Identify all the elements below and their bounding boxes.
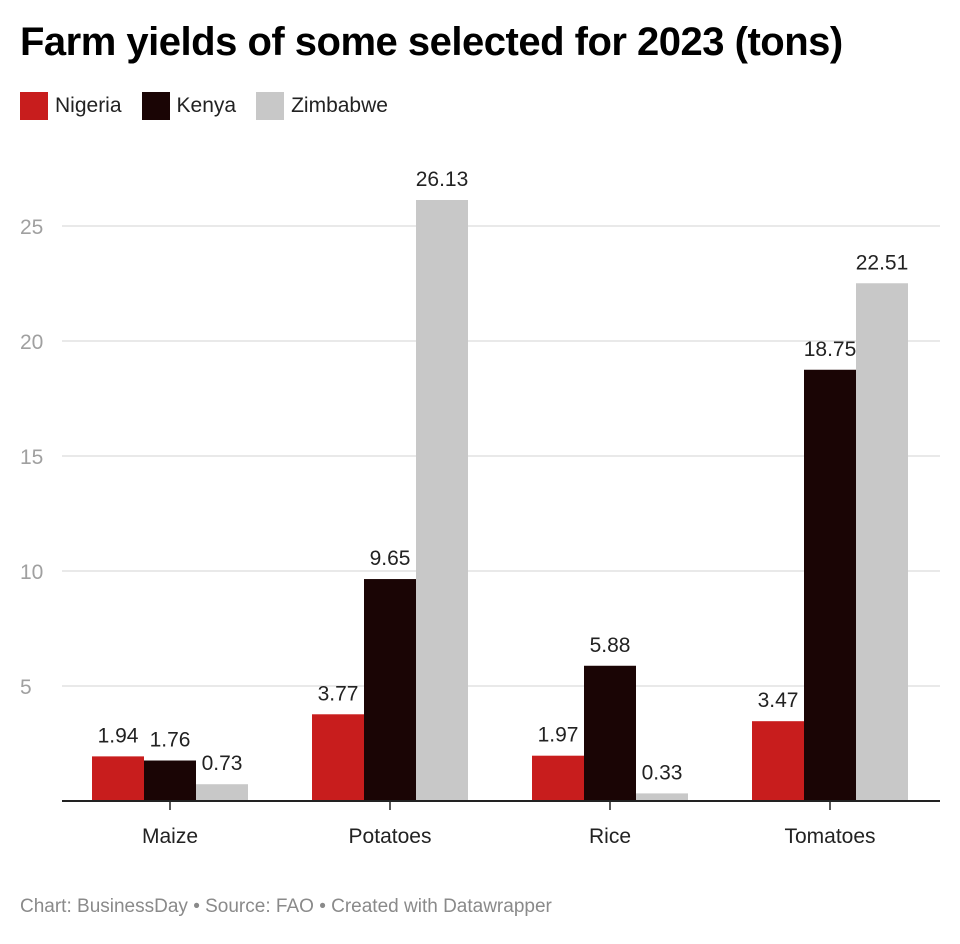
legend-label-nigeria: Nigeria [55,94,122,117]
legend-swatch-zimbabwe [256,92,285,120]
data-label: 18.75 [804,338,857,361]
bar-kenya [144,760,196,801]
footer-separator: • [193,896,200,917]
created-with: Created with Datawrapper [331,896,552,917]
legend-item-zimbabwe: Zimbabwe [256,92,388,120]
data-label: 3.77 [318,682,359,705]
source-credit: Source: FAO [205,896,314,917]
bar-zimbabwe [196,784,248,801]
legend-label-kenya: Kenya [176,94,237,117]
data-label: 22.51 [856,251,909,274]
data-label: 26.13 [416,168,469,191]
data-label: 1.97 [538,724,579,747]
y-tick-label: 20 [20,331,43,354]
legend: Nigeria Kenya Zimbabwe [20,92,388,120]
data-label: 3.47 [758,689,799,712]
bar-nigeria [532,755,584,801]
data-label: 9.65 [370,547,411,570]
data-label: 1.94 [98,724,139,747]
bar-chart: 5 10 15 20 25 1.94 1.76 0.73 Maize 3.77 9.65 26.13 P… [20,168,940,848]
data-label: 0.73 [202,752,243,775]
bar-zimbabwe [416,200,468,801]
bar-kenya [584,665,636,801]
y-tick-label: 5 [20,676,32,699]
footer-separator: • [319,896,326,917]
x-tick-label: Tomatoes [784,825,875,848]
x-tick-label: Maize [142,825,198,848]
legend-item-nigeria: Nigeria [20,92,122,120]
bar-kenya [364,579,416,801]
bar-zimbabwe [636,793,688,801]
legend-swatch-kenya [141,92,170,120]
chart-credit: Chart: BusinessDay [20,896,188,917]
y-tick-label: 15 [20,446,43,469]
bar-nigeria [312,714,364,801]
bar-nigeria [752,721,804,801]
footer: Chart: BusinessDay • Source: FAO • Creat… [20,896,552,918]
y-tick-label: 25 [20,216,43,239]
legend-swatch-nigeria [20,92,48,120]
bar-kenya [804,369,856,801]
bar-nigeria [92,756,144,801]
chart-title: Farm yields of some selected for 2023 (t… [20,20,843,64]
bar-zimbabwe [856,283,908,801]
x-tick-label: Potatoes [349,825,432,848]
data-label: 1.76 [150,729,191,752]
y-tick-label: 10 [20,561,43,584]
legend-label-zimbabwe: Zimbabwe [291,94,388,117]
x-tick-label: Rice [589,825,631,848]
legend-item-kenya: Kenya [141,92,237,120]
data-label: 5.88 [590,634,631,657]
data-label: 0.33 [642,761,683,784]
